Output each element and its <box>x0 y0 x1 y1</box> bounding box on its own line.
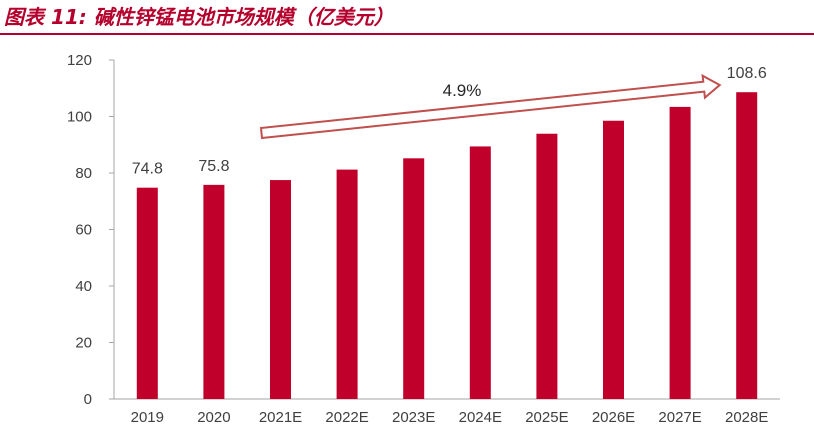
growth-arrow <box>259 73 722 140</box>
growth-rate-label: 4.9% <box>443 81 482 100</box>
x-tick-label: 2021E <box>259 409 302 426</box>
x-tick-label: 2027E <box>658 409 701 426</box>
y-tick-label: 20 <box>75 335 92 352</box>
x-tick-label: 2019 <box>131 409 164 426</box>
bar-2025E <box>536 133 558 400</box>
x-tick-label: 2020 <box>197 409 230 426</box>
data-label-2028E: 108.6 <box>727 65 767 82</box>
bar-2028E <box>736 92 758 399</box>
y-tick-label: 0 <box>84 391 92 408</box>
y-axis-ticks: 0 20 40 60 80 100 120 <box>67 52 114 408</box>
bar-2021E <box>270 180 291 399</box>
x-tick-label: 2026E <box>592 409 635 426</box>
bar-2026E <box>603 120 624 400</box>
bar-2023E <box>403 158 425 399</box>
y-tick-label: 60 <box>75 222 92 239</box>
x-tick-label: 2023E <box>392 409 435 426</box>
x-tick-label: 2022E <box>325 409 368 426</box>
bar-2024E <box>469 146 491 399</box>
bar-2027E <box>669 106 691 400</box>
y-tick-label: 80 <box>75 165 92 182</box>
title-divider <box>0 33 814 35</box>
x-axis-ticks: 2019 2020 2021E 2022E 2023E 2024E 2025E 2026E 20… <box>131 409 769 426</box>
x-tick-label: 2028E <box>725 409 768 426</box>
y-tick-label: 120 <box>67 52 92 69</box>
growth-annotation: 4.9% <box>259 73 722 140</box>
y-tick-label: 40 <box>75 278 92 295</box>
data-label-2019: 74.8 <box>132 161 163 178</box>
figure-title: 图表 11: 碱性锌锰电池市场规模（亿美元） <box>4 5 394 29</box>
bar-2020 <box>203 184 225 399</box>
bar-2022E <box>336 169 358 399</box>
data-label-2020: 75.8 <box>198 158 229 175</box>
bar-series <box>136 92 758 400</box>
data-labels: 74.8 75.8 108.6 <box>132 65 767 177</box>
y-tick-label: 100 <box>67 109 92 126</box>
x-tick-label: 2025E <box>525 409 568 426</box>
bar-2019 <box>136 187 158 399</box>
x-tick-label: 2024E <box>459 409 502 426</box>
